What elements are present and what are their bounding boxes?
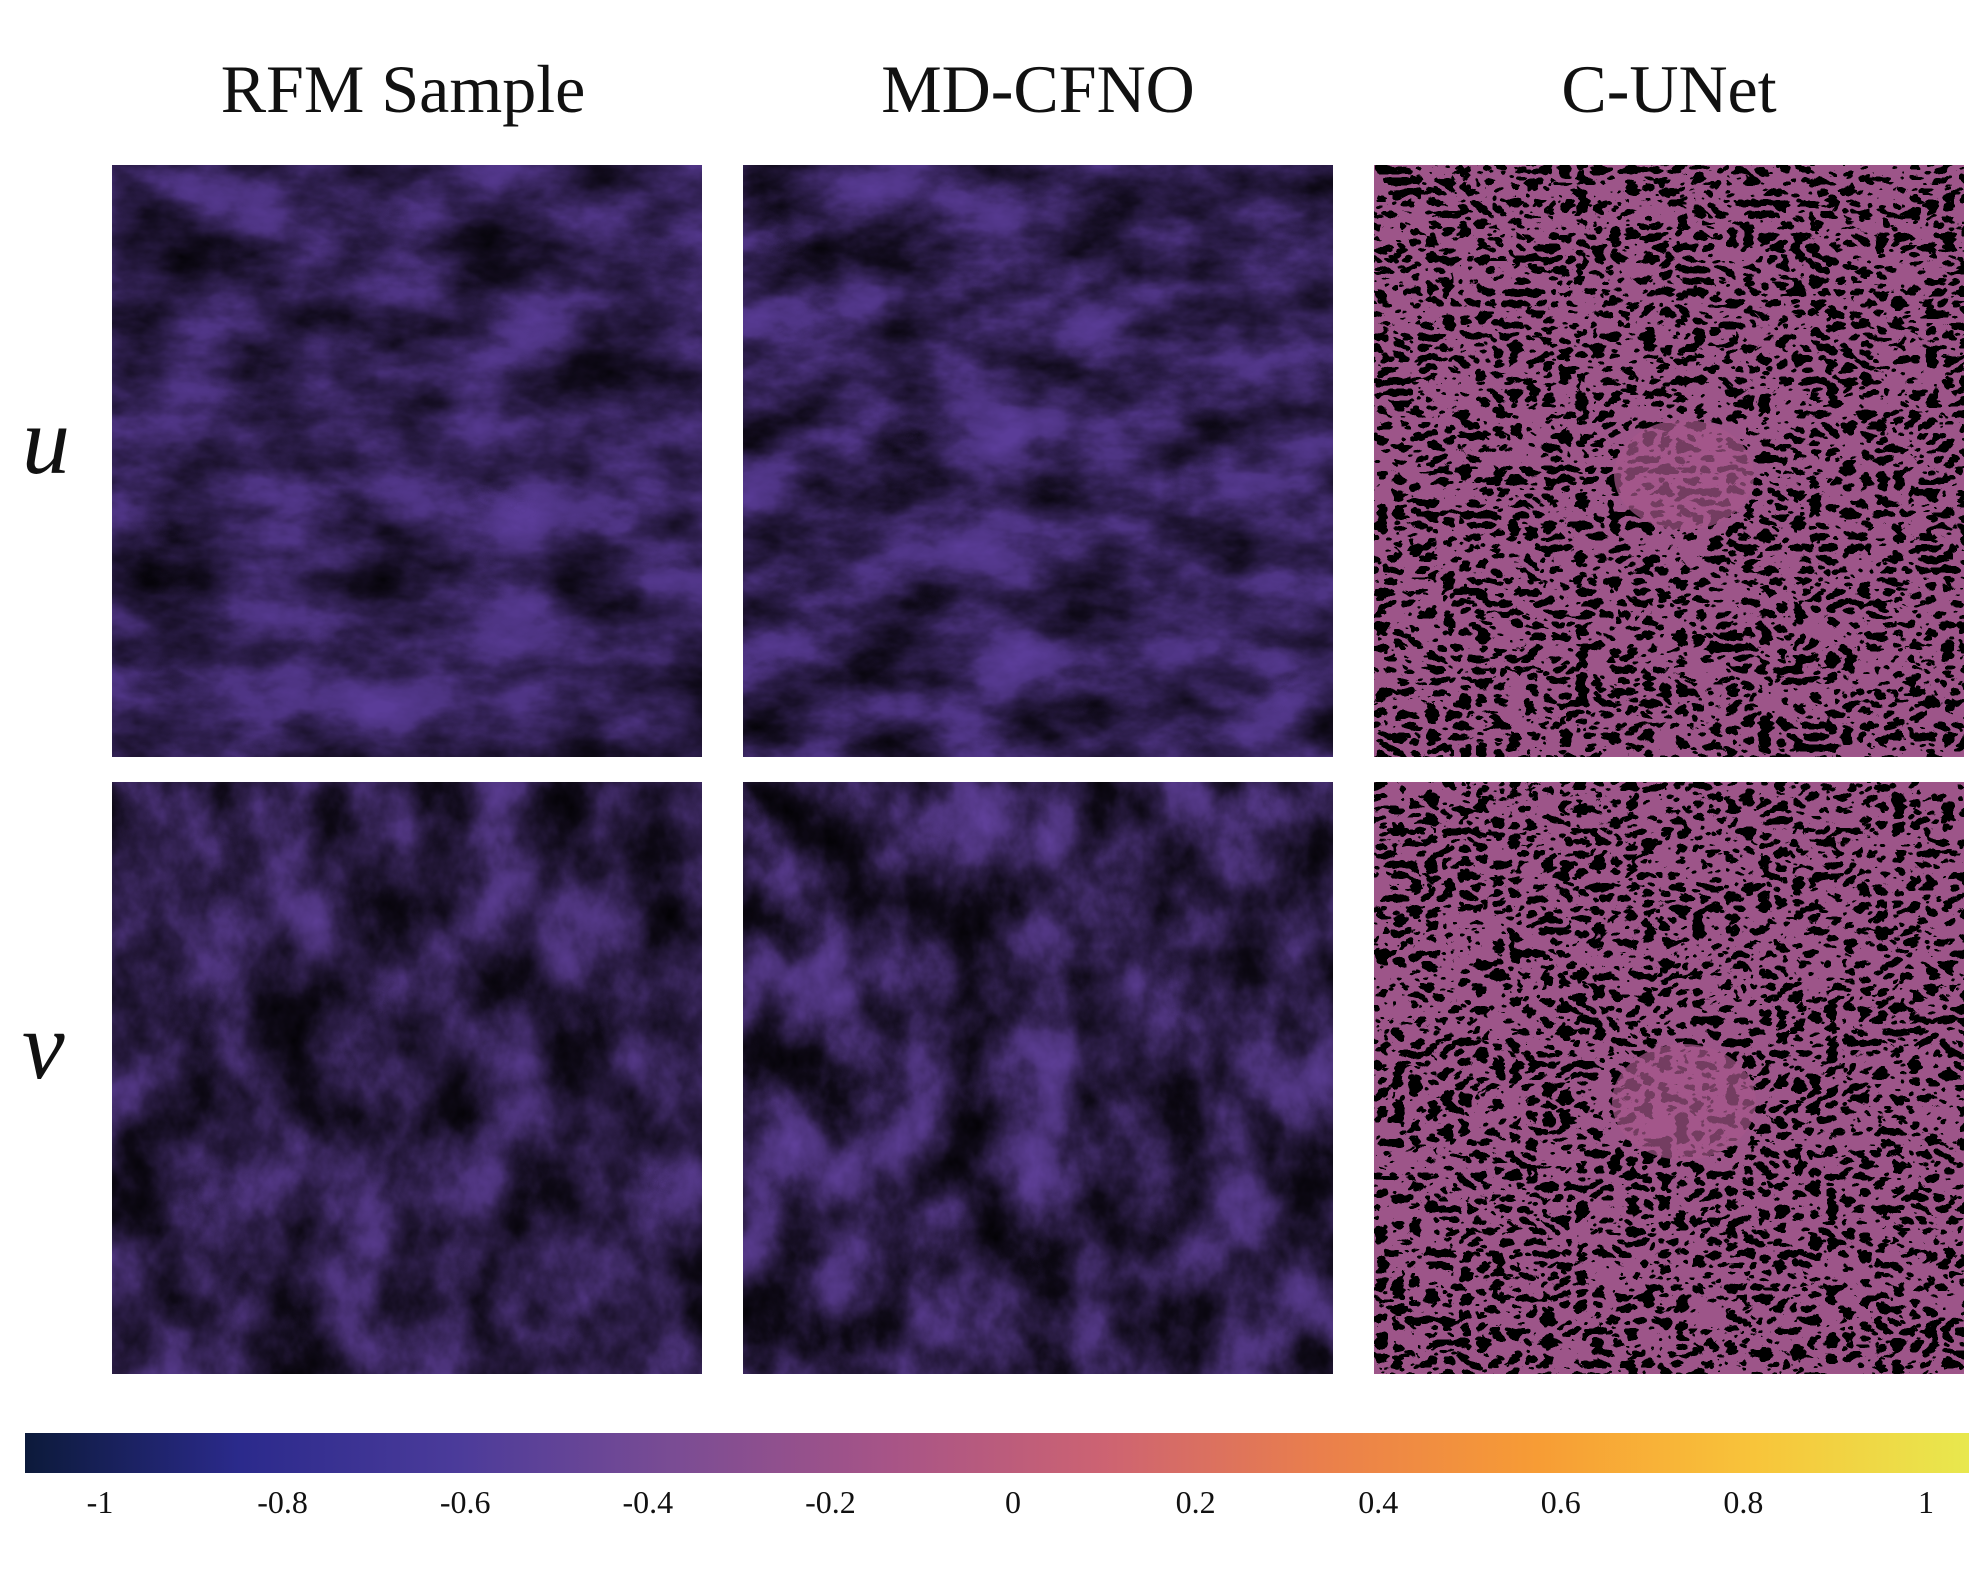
colorbar-tick-label: -0.4: [622, 1484, 674, 1520]
column-title-md-cfno: MD-CFNO: [881, 51, 1195, 127]
colorbar-tick-label: 0.6: [1540, 1484, 1581, 1520]
colorbar-tick-label: -0.6: [439, 1484, 491, 1520]
colorbar: [25, 1433, 1969, 1473]
heatmap-u-c-unet: [1374, 165, 1964, 757]
heatmap-u-rfm-sample: [112, 165, 702, 757]
row-label-u: u: [22, 387, 70, 494]
heatmap-v-c-unet: [1374, 782, 1964, 1374]
colorbar-tick-label: 1: [1918, 1484, 1934, 1520]
colorbar-tick-label: 0.8: [1723, 1484, 1764, 1520]
colorbar-tick-label: 0.4: [1358, 1484, 1399, 1520]
heatmap-u-md-cfno: [743, 165, 1333, 757]
colorbar-tick-label: 0: [1005, 1484, 1021, 1520]
column-title-rfm-sample: RFM Sample: [220, 51, 586, 127]
colorbar-tick-label: -0.8: [257, 1484, 308, 1520]
heatmap-v-rfm-sample: [112, 782, 702, 1374]
colorbar-tick-label: -1: [86, 1484, 114, 1520]
row-label-v: v: [22, 992, 65, 1099]
heatmap-v-md-cfno: [743, 782, 1333, 1374]
colorbar-tick-label: 0.2: [1175, 1484, 1216, 1520]
colorbar-tick-label: -0.2: [805, 1484, 856, 1520]
column-title-c-unet: C-UNet: [1561, 51, 1777, 127]
